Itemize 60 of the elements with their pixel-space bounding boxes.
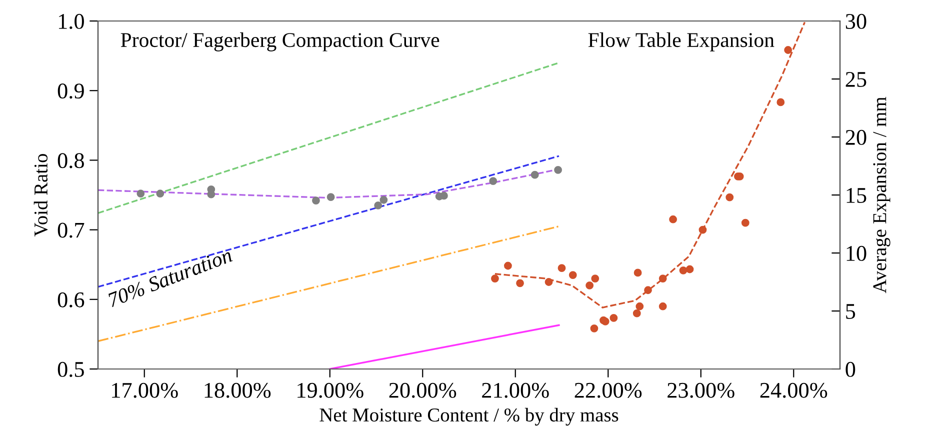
- point: [634, 268, 642, 277]
- point: [698, 226, 707, 234]
- point: [776, 98, 785, 106]
- point: [530, 170, 539, 179]
- y2-tick-label: 15: [846, 188, 866, 203]
- point: [632, 309, 641, 318]
- point: [686, 265, 694, 274]
- point: [644, 286, 652, 294]
- y-tick-label: 0.7: [58, 222, 84, 238]
- point: [374, 201, 382, 210]
- point: [489, 177, 498, 186]
- point: [136, 190, 145, 198]
- y-tick-label: 0.9: [58, 84, 84, 99]
- point: [784, 46, 792, 54]
- point: [558, 264, 566, 272]
- point: [440, 192, 448, 200]
- x-tick-label: 21.00%: [482, 382, 549, 398]
- annotation: Flow Table Expansion: [588, 32, 774, 52]
- point: [380, 196, 388, 204]
- y-axis-title: Void Ratio: [34, 154, 48, 236]
- point: [312, 196, 320, 205]
- point: [156, 190, 164, 198]
- y2-tick-label: 0: [846, 362, 856, 377]
- point: [590, 324, 598, 332]
- point: [679, 266, 688, 274]
- point: [658, 274, 667, 282]
- y-tick-label: 0.8: [58, 153, 84, 168]
- point: [568, 271, 577, 279]
- y-tick-label: 1.0: [58, 14, 84, 30]
- y2-tick-label: 25: [846, 72, 866, 87]
- x-tick-label: 19.00%: [298, 382, 364, 398]
- x-tick-label: 18.00%: [204, 382, 271, 398]
- point: [669, 215, 677, 224]
- y2-tick-label: 20: [846, 130, 866, 145]
- point: [554, 166, 562, 174]
- y2-tick-label: 5: [846, 304, 856, 319]
- x-axis-title: Net Moisture Content / % by dry mass: [320, 408, 618, 426]
- x-tick-label: 24.00%: [760, 382, 828, 398]
- annotation: Proctor/ Fagerberg Compaction Curve: [120, 32, 440, 52]
- point: [504, 262, 512, 270]
- point: [658, 302, 667, 310]
- y2-tick-label: 30: [846, 14, 866, 29]
- point: [636, 302, 644, 310]
- point: [610, 314, 618, 322]
- y2-axis-title: Average Expansion / mm: [873, 96, 890, 294]
- point: [491, 274, 499, 282]
- point: [544, 278, 553, 286]
- point: [516, 279, 524, 288]
- point: [726, 193, 734, 202]
- point: [591, 274, 600, 282]
- x-tick-label: 23.00%: [668, 382, 734, 398]
- x-tick-label: 22.00%: [574, 382, 642, 398]
- x-tick-label: 17.00%: [112, 382, 178, 398]
- x-tick-label: 20.00%: [389, 382, 456, 398]
- point: [586, 282, 594, 290]
- y-tick-label: 0.5: [58, 362, 84, 378]
- point: [741, 218, 750, 227]
- y2-tick-label: 10: [846, 246, 866, 261]
- point: [326, 193, 335, 202]
- y-tick-label: 0.6: [58, 292, 84, 308]
